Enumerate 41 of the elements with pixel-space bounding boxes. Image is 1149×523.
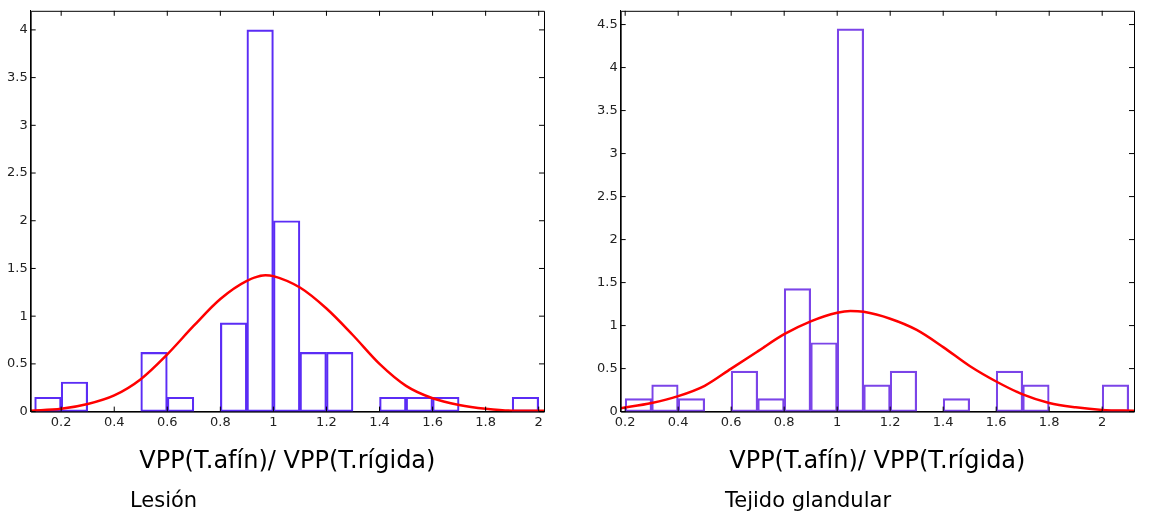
x-tick-label: 1.8 bbox=[475, 413, 496, 429]
y-tick-label: 0.5 bbox=[6, 355, 28, 371]
y-tick-label: 3 bbox=[609, 144, 618, 160]
x-tick-label: 1.6 bbox=[985, 413, 1007, 429]
x-tick-label: 1.8 bbox=[1038, 413, 1060, 429]
x-tick-label: 1.6 bbox=[422, 413, 443, 429]
x-tick-label: 1.2 bbox=[879, 413, 901, 429]
text: Lesión bbox=[130, 488, 198, 512]
y-tick-label: 2 bbox=[19, 212, 28, 228]
x-tick-label: 1.2 bbox=[316, 413, 337, 429]
x-tick-label: 0.4 bbox=[103, 413, 125, 429]
x-tick-label: 2 bbox=[1098, 413, 1107, 429]
x-tick-label: 0.8 bbox=[210, 413, 231, 429]
x-tick-label: 1.4 bbox=[369, 413, 390, 429]
x-tick-label: 1.4 bbox=[932, 413, 954, 429]
x-axis-title: VPP(T.afín)/ VPP(T.rígida) bbox=[729, 445, 1026, 474]
y-tick-label: 1.5 bbox=[596, 273, 618, 289]
y-tick-label: 0 bbox=[19, 402, 28, 418]
text: Tejido glandular bbox=[725, 488, 892, 512]
y-tick-label: 1.5 bbox=[6, 259, 28, 275]
y-tick-label: 3.5 bbox=[596, 101, 618, 117]
y-tick-label: 1 bbox=[609, 316, 618, 332]
x-tick-label: 1 bbox=[269, 413, 278, 429]
y-tick-label: 4.5 bbox=[596, 15, 618, 31]
y-tick-label: 2.5 bbox=[596, 187, 618, 203]
x-tick-label: 0.6 bbox=[720, 413, 742, 429]
x-axis-title: VPP(T.afín)/ VPP(T.rígida) bbox=[139, 445, 436, 474]
y-tick-label: 3 bbox=[19, 116, 28, 132]
x-tick-label: 0.6 bbox=[156, 413, 178, 429]
x-tick-label: 2 bbox=[534, 413, 543, 429]
y-tick-label: 0.5 bbox=[596, 359, 618, 375]
x-tick-label: 0.4 bbox=[667, 413, 689, 429]
x-tick-label: 0.2 bbox=[50, 413, 72, 429]
y-tick-label: 4 bbox=[19, 21, 28, 37]
y-tick-label: 3.5 bbox=[6, 68, 28, 84]
y-tick-label: 2.5 bbox=[6, 164, 28, 180]
x-tick-label: 1 bbox=[833, 413, 842, 429]
x-tick-label: 0.8 bbox=[773, 413, 795, 429]
y-tick-label: 2 bbox=[609, 230, 618, 246]
y-tick-label: 1 bbox=[19, 307, 28, 323]
y-tick-label: 4 bbox=[609, 58, 618, 74]
